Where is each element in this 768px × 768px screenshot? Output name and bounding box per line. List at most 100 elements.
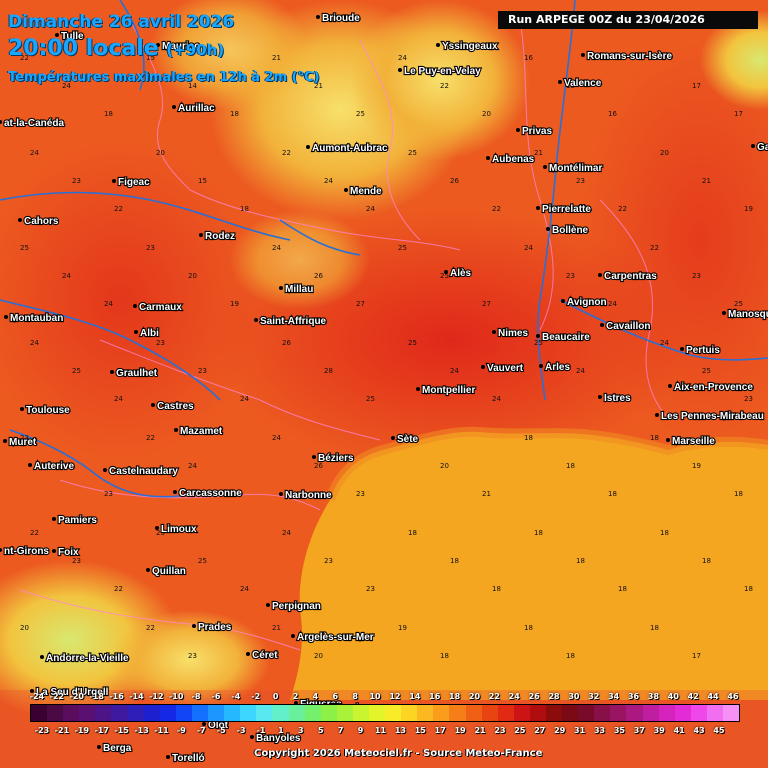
legend-label-bottom: -23 — [35, 726, 49, 735]
legend-label-top: 14 — [409, 692, 420, 701]
grid-value: 20 — [482, 110, 491, 118]
city-beaucaire: Beaucaire — [536, 332, 590, 343]
grid-value: 25 — [72, 367, 81, 375]
city-dot — [192, 624, 196, 628]
legend-label-top: 12 — [389, 692, 400, 701]
grid-value: 18 — [440, 652, 449, 660]
city-label: Cahors — [24, 216, 59, 227]
grid-value: 22 — [440, 82, 449, 90]
legend-label-bottom: -1 — [257, 726, 266, 735]
legend-label-top: 4 — [313, 692, 319, 701]
grid-value: 17 — [692, 82, 701, 90]
city-label: Brioude — [322, 13, 360, 24]
city-dot — [516, 128, 520, 132]
city-dot — [751, 144, 755, 148]
grid-value: 25 — [408, 339, 417, 347]
legend-swatch — [337, 705, 353, 721]
city-pierrelatte: Pierrelatte — [536, 204, 591, 215]
city-saint-affrique: Saint-Affrique — [254, 316, 327, 327]
legend-swatch — [691, 705, 707, 721]
city-dot — [4, 315, 8, 319]
grid-value: 26 — [450, 177, 459, 185]
legend-label-top: 26 — [529, 692, 540, 701]
legend-swatch — [144, 705, 160, 721]
city-label: Manosque — [728, 309, 768, 320]
legend-label-top: 44 — [708, 692, 719, 701]
city-perpignan: Perpignan — [266, 601, 321, 612]
grid-value: 18 — [576, 557, 585, 565]
city-privas: Privas — [516, 126, 552, 137]
city-label: Limoux — [161, 524, 197, 535]
city-dot — [112, 179, 116, 183]
legend-swatch — [240, 705, 256, 721]
legend-swatch — [111, 705, 127, 721]
legend-swatch — [514, 705, 530, 721]
city-b-ziers: Béziers — [312, 453, 354, 464]
grid-value: 15 — [198, 177, 207, 185]
grid-value: 21 — [702, 177, 711, 185]
legend-swatch — [449, 705, 465, 721]
city-label: Prades — [198, 622, 232, 633]
legend-label-top: 46 — [727, 692, 738, 701]
legend-label-bottom: 9 — [358, 726, 364, 735]
legend-label-bottom: -19 — [75, 726, 89, 735]
city-at-la-can-da: at-la-Canéda — [0, 118, 64, 129]
grid-value: 28 — [324, 367, 333, 375]
grid-value: 22 — [146, 624, 155, 632]
legend-label-bottom: 25 — [514, 726, 525, 735]
city-dot — [581, 53, 585, 57]
city-dot — [561, 299, 565, 303]
copyright-text: Copyright 2026 Meteociel.fr - Source Met… — [254, 748, 542, 759]
city-aumont-aubrac: Aumont-Aubrac — [306, 143, 388, 154]
grid-value: 24 — [188, 462, 197, 470]
legend-label-bottom: 5 — [318, 726, 324, 735]
city-mende: Mende — [344, 186, 382, 197]
legend-label-bottom: -11 — [154, 726, 168, 735]
grid-value: 24 — [324, 177, 333, 185]
legend-swatch — [610, 705, 626, 721]
city-label: Arles — [545, 362, 570, 373]
grid-value: 24 — [272, 244, 281, 252]
city-dot — [655, 413, 659, 417]
city-nt-girons: nt-Girons — [0, 546, 49, 557]
grid-value: 24 — [104, 300, 113, 308]
city-rodez: Rodez — [199, 231, 235, 242]
city-narbonne: Narbonne — [279, 490, 332, 501]
grid-value: 20 — [188, 272, 197, 280]
grid-value: 18 — [650, 624, 659, 632]
grid-value: 22 — [30, 529, 39, 537]
forecast-date: Dimanche 26 avril 2026 — [8, 12, 234, 32]
city-dot — [558, 80, 562, 84]
city-label: Figeac — [118, 177, 150, 188]
city-dot — [306, 145, 310, 149]
city-valence: Valence — [558, 78, 602, 89]
city-label: Bollène — [552, 225, 589, 236]
legend-label-bottom: 41 — [674, 726, 685, 735]
legend-label-top: -22 — [50, 692, 64, 701]
city-label: nt-Girons — [4, 546, 49, 557]
grid-value: 17 — [692, 652, 701, 660]
grid-value: 21 — [272, 54, 281, 62]
legend-label-bottom: -21 — [55, 726, 69, 735]
city-label: Torelló — [172, 753, 205, 764]
city-label: Béziers — [318, 453, 354, 464]
grid-value: 24 — [114, 395, 123, 403]
city-label: Castelnaudary — [109, 466, 178, 477]
city-castelnaudary: Castelnaudary — [103, 466, 178, 477]
city-dot — [28, 463, 32, 467]
legend-label-top: -6 — [212, 692, 221, 701]
city-label: Pamiers — [58, 515, 97, 526]
city-le-puy-en-velay: Le Puy-en-Velay — [398, 66, 481, 77]
grid-value: 25 — [356, 110, 365, 118]
legend-label-bottom: 7 — [338, 726, 344, 735]
city-dot — [546, 227, 550, 231]
legend-swatch — [224, 705, 240, 721]
legend-swatch — [626, 705, 642, 721]
city-dot — [543, 165, 547, 169]
city-dot — [416, 387, 420, 391]
city-label: Romans-sur-Isère — [587, 51, 672, 62]
city-dot — [680, 347, 684, 351]
city-castres: Castres — [151, 401, 194, 412]
city-label: Valence — [564, 78, 602, 89]
grid-value: 25 — [198, 557, 207, 565]
